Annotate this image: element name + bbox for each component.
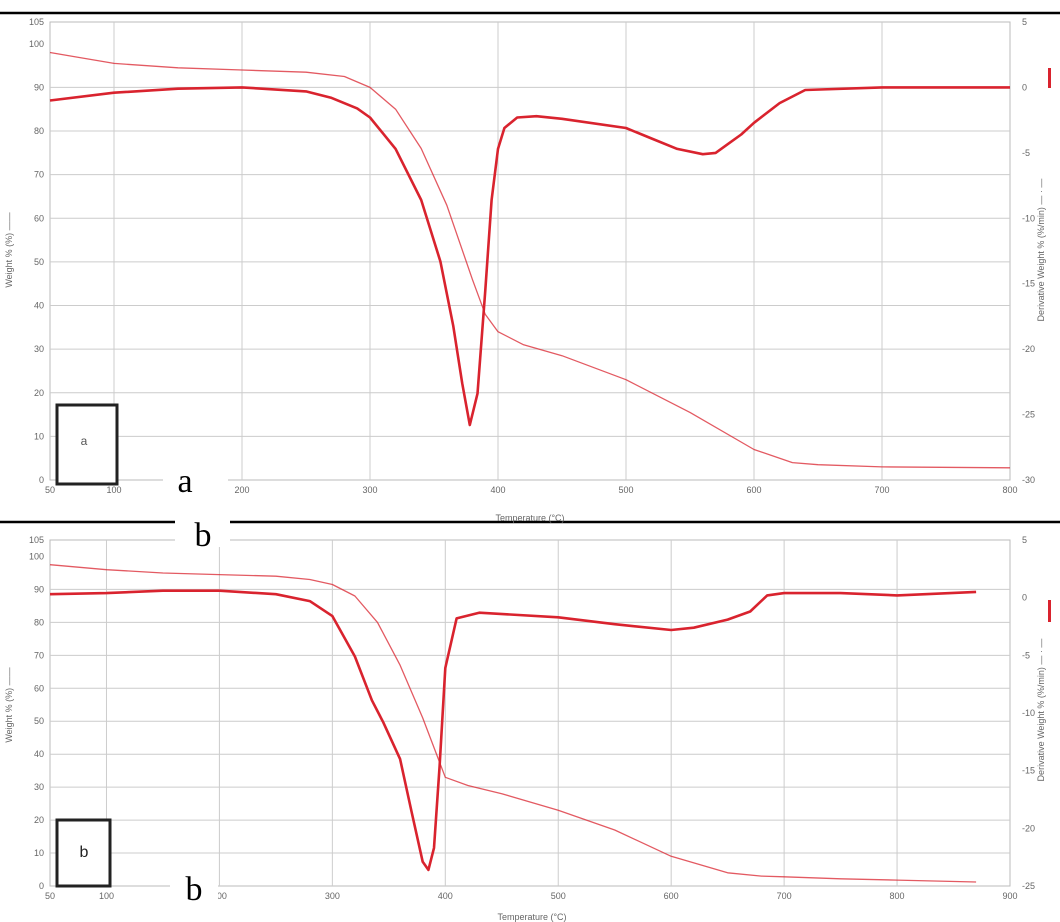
panel-label-box-a xyxy=(55,403,119,486)
x-tick-label-a: 200 xyxy=(234,485,249,495)
weight-curve-b xyxy=(49,564,977,883)
panel-label-box-text-b: b xyxy=(80,844,89,861)
y-axis-title-left-a: Weight % (%) —— xyxy=(4,212,14,287)
x-tick-label-b: 200 xyxy=(212,891,227,901)
y-right-tick-label-a: -25 xyxy=(1022,410,1035,420)
y-left-tick-label-a: 10 xyxy=(34,431,44,441)
y-left-tick-label-b: 70 xyxy=(34,650,44,660)
y-right-tick-label-b: -5 xyxy=(1022,650,1030,660)
series-a xyxy=(49,51,1011,469)
x-tick-label-b: 400 xyxy=(438,891,453,901)
x-tick-label-a: 500 xyxy=(618,485,633,495)
y-left-tick-label-b: 50 xyxy=(34,716,44,726)
y-right-tick-label-b: 0 xyxy=(1022,593,1027,603)
x-axis-title-b: Temperature (°C) xyxy=(497,912,566,922)
panel-letter-bg-b xyxy=(170,873,218,913)
tga-panel-a: 50 100 200 300 400 500 600 700 80001020304050607… xyxy=(4,17,1051,523)
y-left-tick-label-b: 20 xyxy=(34,815,44,825)
x-tick-label-b: 600 xyxy=(664,891,679,901)
y-left-tick-label-b: 90 xyxy=(34,584,44,594)
y-right-tick-label-b: 5 xyxy=(1022,535,1027,545)
x-tick-label-a: 100 xyxy=(106,485,121,495)
x-tick-label-b: 900 xyxy=(1002,891,1017,901)
panel-letter-bg-a xyxy=(163,464,228,520)
y-left-tick-label-b: 40 xyxy=(34,749,44,759)
y-left-tick-label-a: 40 xyxy=(34,301,44,311)
y-left-tick-label-b: 80 xyxy=(34,617,44,627)
legend-swatch-a xyxy=(1048,68,1051,88)
y-axis-title-right-a: Derivative Weight % (%/min) — · — xyxy=(1036,179,1046,322)
x-axis-title-a: Temperature (°C) xyxy=(495,513,564,523)
x-tick-label-b: 50 xyxy=(45,891,55,901)
derivative-curve-a xyxy=(49,86,1010,427)
x-tick-label-b: 300 xyxy=(325,891,340,901)
y-right-tick-label-a: -15 xyxy=(1022,279,1035,289)
separator-letter-bg xyxy=(175,515,230,547)
x-tick-label-b: 100 xyxy=(99,891,114,901)
panel-label-box-text-a: a xyxy=(81,434,88,448)
panel-letter-b: b xyxy=(186,871,203,908)
y-left-tick-label-a: 90 xyxy=(34,82,44,92)
tga-panel-b: 50 100 200 300 400 500 600 700 800 90001020304050… xyxy=(4,535,1051,922)
plot-frame-a xyxy=(49,21,1011,481)
y-left-tick-label-b: 30 xyxy=(34,782,44,792)
y-left-tick-label-a: 105 xyxy=(29,17,44,27)
y-axis-title-right-b: Derivative Weight % (%/min) — · — xyxy=(1036,639,1046,782)
ticks-b: 50 100 200 300 400 500 600 700 800 90001020304050… xyxy=(29,535,1035,901)
y-right-tick-label-b: -20 xyxy=(1022,823,1035,833)
y-right-tick-label-a: -5 xyxy=(1022,148,1030,158)
plot-frame-b xyxy=(49,539,1011,887)
panel-label-box-b xyxy=(55,818,112,888)
x-tick-label-a: 800 xyxy=(1002,485,1017,495)
panel-letter-a: a xyxy=(177,463,192,500)
y-right-tick-label-a: 0 xyxy=(1022,82,1027,92)
y-right-tick-label-a: -30 xyxy=(1022,475,1035,485)
x-tick-label-b: 800 xyxy=(890,891,905,901)
y-left-tick-label-a: 80 xyxy=(34,126,44,136)
y-right-tick-label-a: -20 xyxy=(1022,344,1035,354)
x-tick-label-a: 700 xyxy=(874,485,889,495)
y-left-tick-label-a: 0 xyxy=(39,475,44,485)
x-tick-label-a: 400 xyxy=(490,485,505,495)
weight-curve-a xyxy=(49,51,1011,469)
y-left-tick-label-b: 105 xyxy=(29,535,44,545)
y-left-tick-label-a: 20 xyxy=(34,388,44,398)
y-right-tick-label-a: 5 xyxy=(1022,17,1027,27)
y-right-tick-label-b: -15 xyxy=(1022,766,1035,776)
y-left-tick-label-a: 70 xyxy=(34,170,44,180)
y-left-tick-label-b: 10 xyxy=(34,848,44,858)
series-b xyxy=(49,564,977,883)
x-tick-label-b: 700 xyxy=(777,891,792,901)
x-tick-label-a: 50 xyxy=(45,485,55,495)
y-axis-title-left-b: Weight % (%) —— xyxy=(4,667,14,742)
y-right-tick-label-b: -10 xyxy=(1022,708,1035,718)
y-left-tick-label-a: 60 xyxy=(34,213,44,223)
grid-a xyxy=(49,21,1011,481)
y-right-tick-label-a: -10 xyxy=(1022,213,1035,223)
separator-letter: b xyxy=(195,517,212,554)
y-right-tick-label-b: -25 xyxy=(1022,881,1035,891)
ticks-a: 50 100 200 300 400 500 600 700 80001020304050607… xyxy=(29,17,1035,495)
y-left-tick-label-a: 50 xyxy=(34,257,44,267)
legend-swatch-b xyxy=(1048,600,1051,622)
y-left-tick-label-b: 60 xyxy=(34,683,44,693)
y-left-tick-label-b: 100 xyxy=(29,551,44,561)
x-tick-label-a: 600 xyxy=(746,485,761,495)
y-left-tick-label-a: 30 xyxy=(34,344,44,354)
derivative-curve-b xyxy=(49,589,977,872)
y-left-tick-label-a: 100 xyxy=(29,39,44,49)
x-tick-label-b: 500 xyxy=(551,891,566,901)
y-left-tick-label-b: 0 xyxy=(39,881,44,891)
x-tick-label-a: 300 xyxy=(362,485,377,495)
